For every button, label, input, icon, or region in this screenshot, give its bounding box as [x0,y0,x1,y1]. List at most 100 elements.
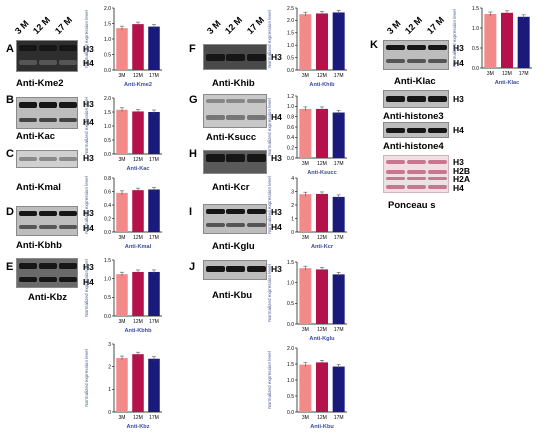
x-tick-label: 17M [519,71,529,77]
bar-17m [148,189,160,232]
y-tick-label: 0.0 [104,230,111,236]
bar-12m [132,354,144,412]
age-label-3m: 3 M [204,18,223,36]
blot-k [383,40,449,70]
band-label-h3: H3 [271,52,282,62]
y-tick-label: 0.0 [287,410,294,416]
y-tick-label: 0.0 [287,156,294,162]
y-tick-label: 0.8 [287,114,294,120]
band [428,177,447,180]
blot-b [16,97,78,129]
age-header-middle: 3 M 12 M 17 M [200,6,270,36]
x-tick-label: 17M [149,235,159,241]
age-label-12m: 12 M [30,14,53,36]
y-axis-title: Normalized expression level [84,97,89,154]
blot-g [203,94,267,128]
band-label-h3: H3 [83,99,94,109]
band [386,160,405,164]
bar-chart: Normalized expression level 0 1 2 3 3M 12M 17M A… [84,342,162,430]
y-tick-label: 1.5 [287,31,294,37]
y-tick-label: 1.5 [104,258,111,264]
band [386,45,405,50]
band [39,211,57,216]
band [59,277,77,282]
band [247,54,266,61]
band [407,128,426,133]
band-label-h3: H3 [83,208,94,218]
y-tick-label: 0.5 [472,46,479,52]
band-label-h4: H4 [83,277,94,287]
y-axis-title: Normalized expression level [267,176,272,233]
bar-3m [299,268,312,324]
y-tick-label: 0 [108,410,111,416]
band [206,209,225,214]
x-tick-label: 3M [119,157,126,163]
band [226,99,245,103]
x-tick-label: 12M [317,235,327,241]
blot-label-ponceau: Ponceau s [388,200,436,211]
band [428,96,447,102]
bar-17m [148,112,160,154]
y-tick-label: 2.0 [104,96,111,102]
blot-histone3 [383,90,449,108]
band [407,160,426,164]
band [407,170,426,174]
x-tick-label: 12M [317,415,327,421]
y-tick-label: 4 [291,176,294,182]
panel-letter-i: I [189,206,193,218]
x-tick-label: 12M [317,73,327,79]
chart-title: Anti-Kglu [309,336,335,342]
band-label-h3: H3 [271,207,282,217]
band [386,170,405,174]
bar-17m [517,16,530,68]
bar-17m [148,271,160,316]
y-tick-label: 0.5 [287,55,294,61]
bar-chart: Normalized expression level 0.0 0.5 1.0 1.5 2… [84,6,162,88]
band [247,99,266,103]
blot-label-e: Anti-Kbz [28,292,68,303]
chart-title: Anti-Ksucc [307,170,337,176]
band [39,263,57,269]
blot-c [16,150,78,168]
bar-3m [116,192,128,232]
x-tick-label: 17M [149,415,159,421]
band [206,154,225,162]
band [226,54,245,61]
band [428,59,447,63]
band [386,128,405,133]
y-tick-label: 0.5 [287,394,294,400]
panel-letter-f: F [189,43,196,55]
band [428,185,447,189]
x-tick-label: 3M [119,415,126,421]
band [206,266,225,272]
band [39,225,57,229]
band [407,177,426,180]
blot-label-a: Anti-Kme2 [16,78,64,89]
band [428,128,447,133]
band [407,96,426,102]
y-tick-label: 3 [291,189,294,195]
y-tick-label: 1.5 [287,362,294,368]
bar-12m [316,269,328,324]
bar-12m [132,190,144,232]
y-tick-label: 1.0 [104,37,111,43]
band [206,99,225,103]
y-tick-label: 1.0 [104,276,111,282]
band-label-h3: H3 [271,153,282,163]
bar-3m [116,274,128,316]
y-tick-label: 0.4 [104,203,111,209]
y-axis-title: Normalized expression level [452,9,457,66]
y-tick-label: 1 [108,387,111,393]
x-tick-label: 3M [302,327,309,333]
bar-chart: Normalized expression level 0.0 0.5 1.0 1.5 2… [267,6,347,88]
band [59,118,77,122]
band [226,154,245,162]
band [247,209,266,214]
blot-a [16,40,78,72]
band [19,211,37,216]
chart-title: Anti-Kac [127,166,150,172]
y-tick-label: 1.5 [472,6,479,12]
panel-letter-j: J [189,261,196,273]
band-label-h4: H4 [83,223,94,233]
bar-chart: Normalized expression level 0.0 0.5 1.0 1.5 3… [452,6,532,86]
